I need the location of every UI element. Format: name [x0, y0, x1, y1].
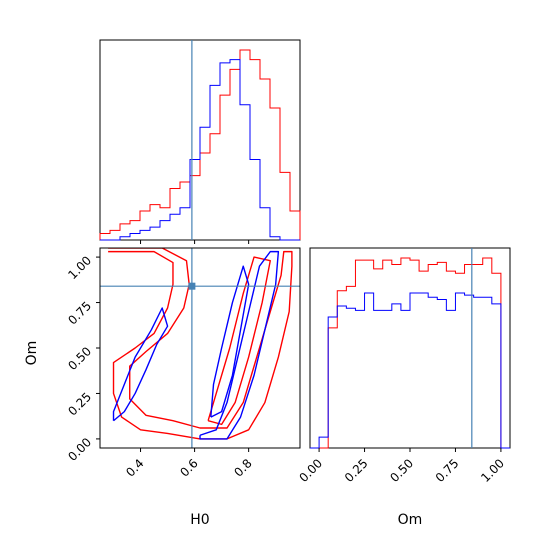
- truth-marker: [188, 282, 196, 290]
- contour-line-1: [207, 256, 271, 426]
- hist-Om-tick-label: 0.50: [387, 456, 416, 485]
- hist-Om-tick-label: 0.00: [296, 456, 325, 485]
- hist-Om-tick-label: 1.00: [478, 456, 507, 485]
- contour-line-0: [108, 248, 293, 440]
- contour-ytick-label: 1.00: [65, 253, 94, 282]
- hist-Om-series-0: [310, 257, 510, 449]
- contour-xtick-label: 0.4: [123, 456, 146, 479]
- contour-ytick-label: 0.50: [65, 344, 94, 373]
- hist-Om-frame: [309, 247, 511, 449]
- hist-H0-frame: [99, 39, 301, 241]
- contour-line-2: [112, 307, 169, 422]
- hist-Om-tick-label: 0.25: [342, 456, 371, 485]
- contour-ytick-label: 0.25: [65, 390, 94, 419]
- contour-lines: [108, 248, 293, 440]
- hist-H0-series-1: [100, 59, 300, 241]
- panel-contour-H0-Om: 0.4 0.6 0.8 0.00 0.25 0.50 0.75 1.00: [65, 247, 301, 480]
- contour-xtick-label: 0.6: [177, 456, 200, 479]
- contour-ytick-label: 0.00: [65, 435, 94, 464]
- contour-line-3: [199, 250, 280, 440]
- hist-Om-tick-label: 0.75: [433, 456, 462, 485]
- contour-line-4: [210, 265, 250, 418]
- contour-xtick-label: 0.8: [231, 456, 254, 479]
- contour-xlabel: H0: [190, 512, 209, 528]
- contour-ylabel: Om: [24, 341, 40, 366]
- panel-hist-H0: [99, 39, 301, 244]
- contour-ytick-label: 0.75: [65, 299, 94, 328]
- hist-Om-series-1: [310, 292, 510, 449]
- contour-frame: [99, 247, 301, 449]
- hist-H0-series-0: [99, 49, 301, 240]
- panel-hist-Om: 0.00 0.25 0.50 0.75 1.00: [296, 247, 511, 485]
- hist-Om-xlabel: Om: [398, 512, 423, 528]
